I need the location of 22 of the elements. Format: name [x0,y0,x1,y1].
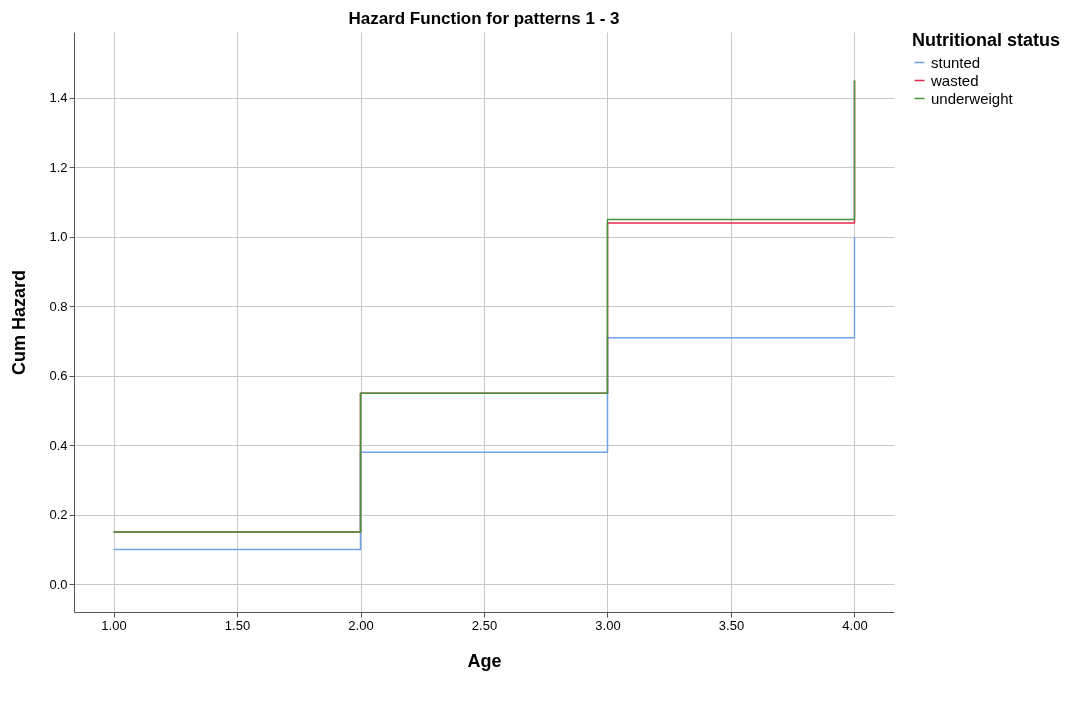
x-tick-label: 3.50 [718,617,745,633]
chart-title: Hazard Function for patterns 1 - 3 [348,9,620,28]
legend-label: stunted [931,53,981,71]
x-tick-label: 2.00 [348,617,374,633]
x-tick-label: 1.00 [101,617,127,633]
x-axis-title: Age [467,650,502,671]
legend-label: underweight [931,89,1014,107]
legend-title: Nutritional status [912,30,1061,50]
y-tick-label: 0.8 [49,298,68,314]
legend-label: wasted [930,71,979,89]
y-tick-label: 1.0 [49,229,68,245]
y-tick-label: 0.4 [49,437,68,453]
x-tick-label: 4.00 [842,617,868,633]
x-tick-label: 2.50 [471,617,498,633]
x-tick-label: 1.50 [224,617,251,633]
y-axis-title: Cum Hazard [9,269,30,376]
y-tick-label: 1.2 [49,159,68,175]
y-tick-label: 0.0 [49,576,68,592]
y-tick-label: 0.6 [49,368,68,384]
y-tick-label: 0.2 [49,507,68,523]
y-tick-label: 1.4 [49,90,68,106]
x-tick-label: 3.00 [595,617,621,633]
